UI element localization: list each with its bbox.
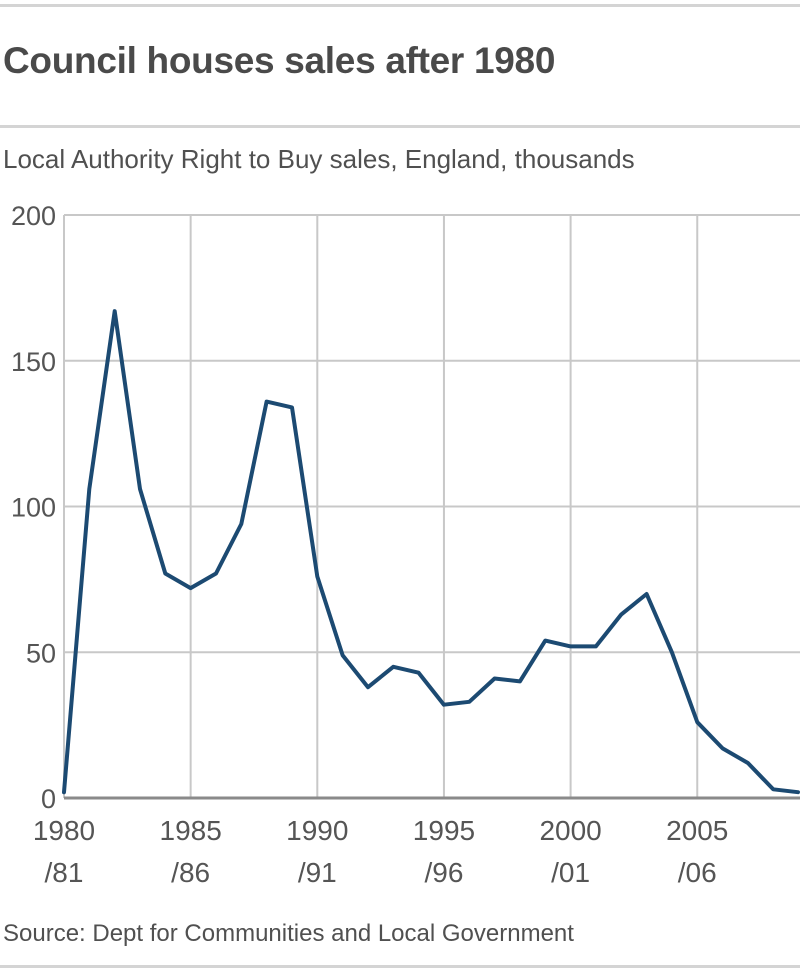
x-tick-label-year: 1980 — [33, 815, 95, 846]
y-axis-ticks: 0 50 100 150 200 — [11, 201, 56, 814]
x-tick-label-year: 1995 — [413, 815, 475, 846]
y-tick-label: 50 — [26, 638, 56, 668]
title-divider — [0, 125, 800, 128]
x-axis-ticks: 1980/81 1985/86 1990/91 1995/96 2000/01 2005 /… — [33, 815, 729, 888]
x-tick-label-suffix: /81 — [45, 857, 84, 888]
y-tick-label: 0 — [41, 784, 56, 814]
x-tick-label-suffix: /86 — [171, 857, 210, 888]
chart-title: Council houses sales after 1980 — [3, 40, 556, 81]
top-rule — [0, 4, 800, 7]
gridlines — [63, 214, 800, 798]
sales-line — [62, 309, 800, 795]
y-tick-label: 150 — [11, 347, 56, 377]
y-tick-label: 100 — [11, 493, 56, 523]
x-tick-label-year: 1985 — [160, 815, 222, 846]
bottom-rule — [0, 965, 800, 968]
x-tick-label-suffix: /96 — [424, 857, 463, 888]
x-tick-label-suffix: /91 — [298, 857, 337, 888]
y-tick-label: 200 — [11, 201, 56, 231]
x-tick-label-year: 2005 — [666, 815, 728, 846]
chart-subtitle: Local Authority Right to Buy sales, Engl… — [3, 144, 635, 174]
x-tick-label-year: 2000 — [539, 815, 601, 846]
x-tick-label-year: 1990 — [286, 815, 348, 846]
source-note: Source: Dept for Communities and Local G… — [3, 920, 574, 947]
x-tick-label-suffix: /06 — [678, 857, 717, 888]
x-tick-label-suffix: /01 — [551, 857, 590, 888]
